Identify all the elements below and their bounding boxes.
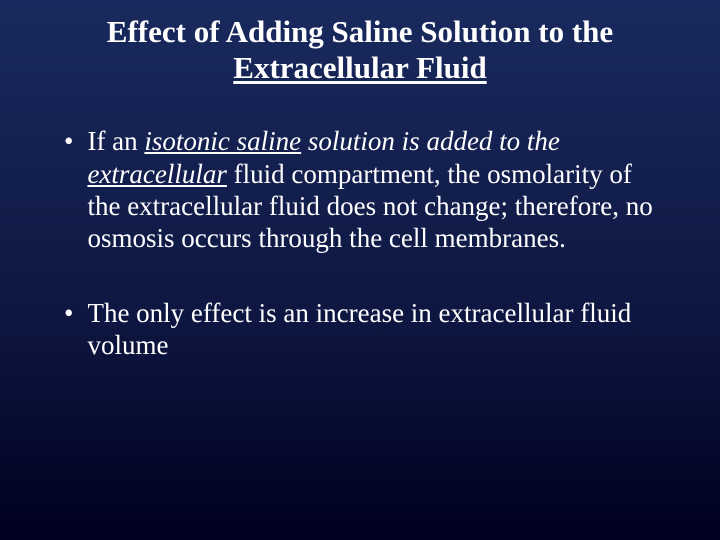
title-line-2: Extracellular Fluid xyxy=(233,50,486,85)
slide-title: Effect of Adding Saline Solution to the … xyxy=(0,0,720,85)
text-segment: The only effect is an increase in extrac… xyxy=(87,298,631,360)
title-line-1: Effect of Adding Saline Solution to the xyxy=(107,14,613,49)
bullet-text: The only effect is an increase in extrac… xyxy=(87,297,660,362)
text-segment-italic-underline: isotonic saline xyxy=(144,126,301,156)
bullet-item: • If an isotonic saline solution is adde… xyxy=(60,125,660,255)
bullet-marker: • xyxy=(60,125,87,157)
text-segment-italic: solution is added to the xyxy=(301,126,560,156)
slide-body: • If an isotonic saline solution is adde… xyxy=(0,85,720,361)
text-segment: If an xyxy=(87,126,144,156)
text-segment-italic-underline: extracellular xyxy=(87,159,226,189)
bullet-marker: • xyxy=(60,297,87,329)
bullet-item: • The only effect is an increase in extr… xyxy=(60,297,660,362)
bullet-text: If an isotonic saline solution is added … xyxy=(87,125,660,255)
